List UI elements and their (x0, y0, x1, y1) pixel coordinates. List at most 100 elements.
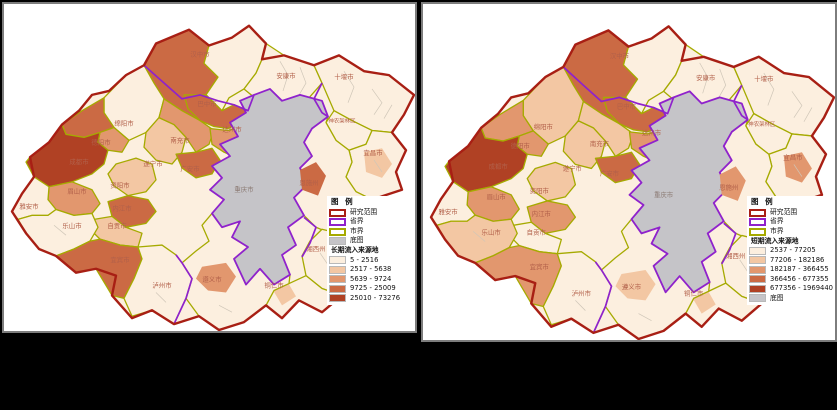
city-label-dazhou: 达州市 (222, 124, 242, 133)
legend-class-0: 5 - 2516 (329, 256, 411, 265)
city-label-chengdu: 成都市 (489, 161, 509, 170)
city-label-luzhou: 泸州市 (152, 281, 172, 290)
city-label-suining: 遂宁市 (563, 163, 583, 172)
map-region-nanchong (158, 98, 215, 153)
legend-item-city-border-swatch (749, 227, 766, 236)
county-line-6 (319, 252, 329, 266)
city-label-yibin: 宜宾市 (530, 262, 550, 271)
county-line-1 (717, 68, 727, 100)
legend-item-study-extent: 研究范围 (749, 208, 833, 217)
city-label-xiangxi: 湘西州 (726, 251, 745, 260)
legend-class-2: 5639 - 9724 (329, 275, 411, 284)
legend-title: 图 例 (751, 197, 775, 206)
map-region-zunyi_blob (615, 269, 656, 301)
city-label-yaan: 雅安市 (19, 202, 39, 211)
city-label-nanchong: 南充市 (170, 135, 190, 144)
city-label-tongren: 铜仁市 (264, 281, 284, 290)
province-boundary-line-3 (592, 261, 613, 334)
city-label-hanzhong: 汉中市 (610, 51, 630, 60)
legend-classes-title: 长期流入来源地 (331, 246, 379, 255)
map-region-yichang_blob (364, 148, 392, 178)
legend-class-0-label: 2537 - 77205 (770, 246, 816, 255)
legend-class-4-swatch (329, 294, 346, 303)
city-label-yichang: 宜昌市 (363, 148, 383, 157)
basemap-region-chongqing (209, 88, 329, 286)
legend-class-3: 366456 - 677355 (749, 274, 833, 284)
city-label-luzhou: 泸州市 (572, 288, 592, 297)
city-label-mianyang: 绵阳市 (534, 122, 554, 131)
city-label-guangan: 广安市 (600, 169, 620, 178)
legend-class-2: 182187 - 366455 (749, 265, 833, 274)
county-line-3 (791, 91, 803, 118)
county-line-1 (297, 67, 307, 98)
city-label-ankang: 安康市 (696, 73, 716, 82)
city-label-ziyang: 资阳市 (110, 181, 130, 190)
city-label-chengdu: 成都市 (69, 157, 89, 166)
legend-item-study-extent: 研究范围 (329, 207, 411, 217)
city-label-shiyan: 十堰市 (754, 74, 774, 83)
legend-class-0-swatch (749, 246, 766, 255)
county-line-2 (343, 70, 355, 103)
basemap-region-chongqing (628, 90, 749, 294)
short-term-map-panel: 汉中市 安康市 十堰市 神农架林区 宜昌市 恩施州 湘西州 铜仁市 巴中市 达州市 南充市 广安市 绵阳… (421, 2, 837, 342)
city-label-shennongjia: 神农架林区 (329, 117, 357, 125)
city-label-meishan: 眉山市 (487, 192, 507, 201)
province-boundary-line-3 (173, 254, 193, 325)
legend-item-basemap-label: 底图 (350, 236, 364, 245)
legend-class-1: 2517 - 5638 (329, 265, 411, 274)
city-label-suining: 遂宁市 (143, 159, 163, 168)
long-term-map-panel: 汉中市 安康市 十堰市 神农架林区 宜昌市 恩施州 湘西州 铜仁市 巴中市 达州市 南充市 广安市 绵阳… (2, 2, 417, 333)
study-extent-outline (429, 25, 835, 340)
map-region-zunyi_blob (196, 262, 236, 293)
legend-class-3-swatch (329, 284, 346, 293)
legend-item-study-extent-label: 研究范围 (350, 207, 378, 216)
legend-class-4-label: 25010 - 73276 (350, 293, 401, 302)
province-boundary-line-2 (301, 216, 317, 258)
legend-item-province-border: 省界 (749, 217, 833, 227)
legend-class-4-label: 677356 - 1969440 (770, 284, 833, 293)
legend-title: 图 例 (331, 197, 355, 206)
legend-item-basemap-swatch (749, 294, 766, 303)
city-label-deyang: 德阳市 (91, 137, 111, 146)
legend-item-city-border-swatch (329, 227, 346, 236)
legend-item-study-extent-swatch (329, 208, 346, 217)
map-region-yichang_blob (783, 152, 812, 183)
legend-item-city-border-label: 市界 (350, 226, 364, 235)
map-region-ziyang (107, 157, 157, 197)
city-label-xiangxi: 湘西州 (306, 244, 325, 253)
legend-class-1-label: 77206 - 182186 (770, 255, 825, 264)
city-label-zigong: 自贡市 (107, 221, 127, 230)
short-term-map-legend: 图 例研究范围 省界 市界 短期流入来源地 2537 - 77205 77206 - 18… (747, 196, 835, 305)
legend-item-province-border-label: 省界 (770, 217, 784, 226)
legend-item-basemap-label: 底图 (770, 293, 784, 302)
legend-class-3-label: 366456 - 677355 (770, 274, 829, 283)
county-line-9 (218, 305, 233, 313)
legend-class-2-swatch (329, 275, 346, 284)
city-label-shiyan: 十堰市 (334, 72, 354, 81)
city-label-zunyi: 遵义市 (622, 282, 642, 291)
city-label-yaan: 雅安市 (438, 207, 458, 216)
county-line-4 (803, 107, 813, 122)
county-line-7 (472, 231, 486, 242)
legend-class-4: 677356 - 1969440 (749, 284, 833, 293)
city-label-leshan: 乐山市 (62, 221, 82, 230)
province-boundary-line-2 (720, 222, 737, 265)
map-region-enshi_blob (719, 166, 746, 201)
legend-item-city-border-label: 市界 (770, 226, 784, 235)
legend-class-3: 9725 - 25009 (329, 284, 411, 293)
legend-item-province-border-label: 省界 (350, 217, 364, 226)
city-label-leshan: 乐山市 (482, 227, 502, 236)
legend-class-4-swatch (749, 284, 766, 293)
county-line-6 (739, 259, 749, 273)
map-region-enshi_blob (300, 162, 326, 196)
legend-class-3-label: 9725 - 25009 (350, 284, 396, 293)
county-line-3 (371, 88, 383, 115)
city-label-enshi: 恩施州 (719, 183, 738, 192)
city-label-zunyi: 遵义市 (202, 275, 222, 284)
county-line-4 (383, 104, 393, 119)
city-label-mianyang: 绵阳市 (114, 119, 134, 128)
city-label-neijiang: 内江市 (112, 204, 132, 213)
legend-class-2-label: 182187 - 366455 (770, 265, 829, 274)
legend-item-city-border: 市界 (749, 226, 833, 236)
